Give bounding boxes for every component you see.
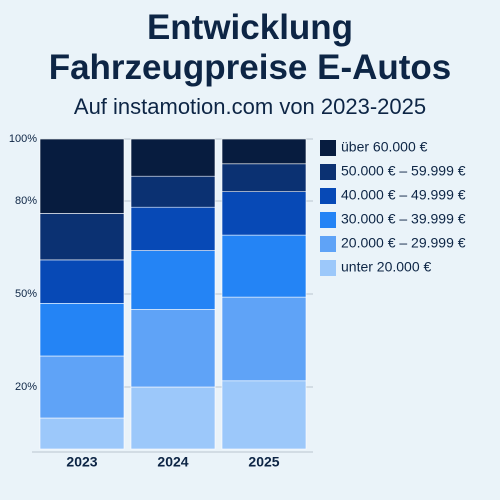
- bar-segment: [39, 259, 125, 304]
- bar-segment: [221, 296, 307, 382]
- x-tick-label: 2023: [66, 454, 97, 470]
- legend-label: über 60.000 €: [341, 139, 428, 155]
- legend-swatch: [320, 212, 336, 228]
- legend-label: unter 20.000 €: [341, 259, 432, 275]
- bar-segment: [39, 302, 125, 357]
- bar-segment: [130, 309, 216, 388]
- bar-segment: [221, 191, 307, 236]
- bar-segment: [130, 175, 216, 208]
- x-tick-label: 2025: [248, 454, 279, 470]
- bar-segment: [39, 213, 125, 261]
- legend-swatch: [320, 188, 336, 204]
- bar-segment: [221, 380, 307, 450]
- y-tick-label: 100%: [9, 133, 37, 145]
- y-tick-label: 20%: [15, 381, 37, 393]
- bar-segment: [221, 234, 307, 298]
- legend-swatch: [320, 260, 336, 276]
- x-tick-label: 2024: [157, 454, 188, 470]
- bar-segment: [39, 138, 125, 214]
- bar-segment: [39, 417, 125, 450]
- y-tick-label: 80%: [15, 195, 37, 207]
- bar-segment: [130, 206, 216, 251]
- legend-label: 20.000 € – 29.999 €: [341, 235, 466, 251]
- bar-segment: [130, 250, 216, 310]
- bar-segment: [39, 355, 125, 419]
- legend-label: 40.000 € – 49.999 €: [341, 187, 466, 203]
- legend-label: 50.000 € – 59.999 €: [341, 163, 466, 179]
- bar-segment: [130, 386, 216, 450]
- legend-swatch: [320, 140, 336, 156]
- chart-title: Entwicklung Fahrzeugpreise E-Autos: [49, 8, 452, 87]
- y-tick-label: 50%: [15, 288, 37, 300]
- bar-segment: [130, 138, 216, 177]
- bar-segment: [221, 163, 307, 193]
- bar-segment: [221, 138, 307, 165]
- legend-swatch: [320, 164, 336, 180]
- legend-label: 30.000 € – 39.999 €: [341, 211, 466, 227]
- chart-subtitle: Auf instamotion.com von 2023-2025: [74, 94, 426, 119]
- legend-swatch: [320, 236, 336, 252]
